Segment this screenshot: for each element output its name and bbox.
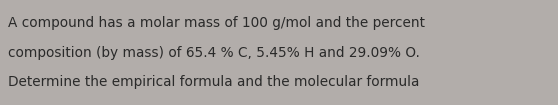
Text: Determine the empirical formula and the molecular formula: Determine the empirical formula and the … [8, 75, 420, 89]
Text: A compound has a molar mass of 100 g/mol and the percent: A compound has a molar mass of 100 g/mol… [8, 16, 425, 30]
Text: composition (by mass) of 65.4 % C, 5.45% H and 29.09% O.: composition (by mass) of 65.4 % C, 5.45%… [8, 45, 420, 60]
